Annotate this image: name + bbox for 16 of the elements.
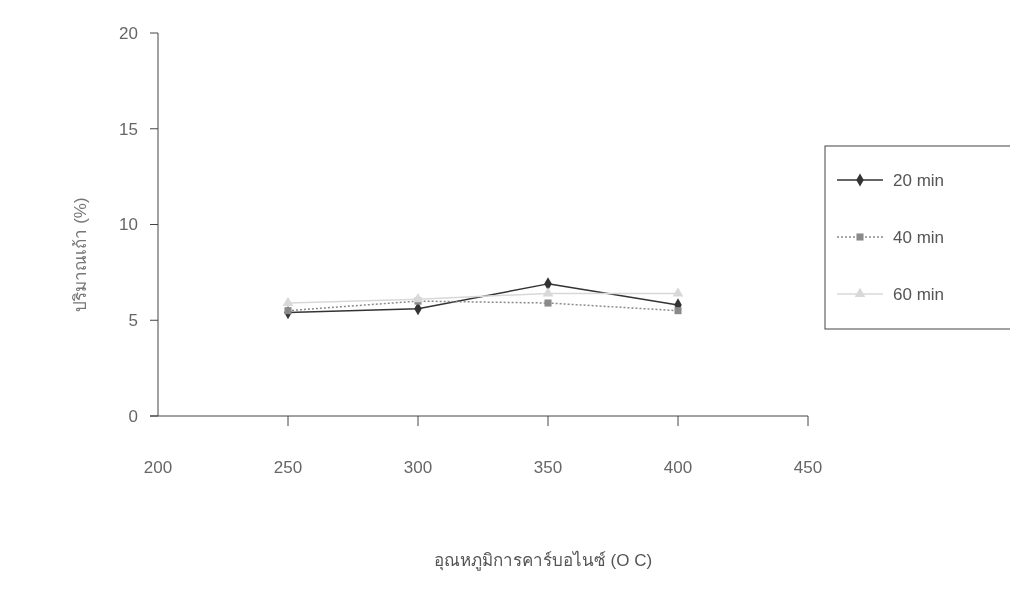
y-tick-label: 5 xyxy=(128,311,138,331)
legend-label: 40 min xyxy=(893,227,945,247)
x-tick-label: 300 xyxy=(403,458,433,477)
x-tick-label: 350 xyxy=(533,458,563,477)
y-tick-label: 15 xyxy=(119,119,138,139)
x-tick-label: 250 xyxy=(273,458,303,477)
legend-label: 60 min xyxy=(893,284,945,304)
x-axis-title: อุณหภูมิการคาร์บอไนซ์ (O C) xyxy=(433,550,653,571)
x-tick-label: 450 xyxy=(793,458,823,477)
y-axis-title: ปริมาณเถ้า (%) xyxy=(71,197,90,312)
x-tick-label: 400 xyxy=(663,458,693,477)
y-tick-label: 0 xyxy=(128,406,138,426)
y-tick-label: 10 xyxy=(119,215,138,235)
x-tick-label: 200 xyxy=(143,458,173,477)
legend-label: 20 min xyxy=(893,170,945,190)
y-tick-label: 20 xyxy=(119,23,138,43)
